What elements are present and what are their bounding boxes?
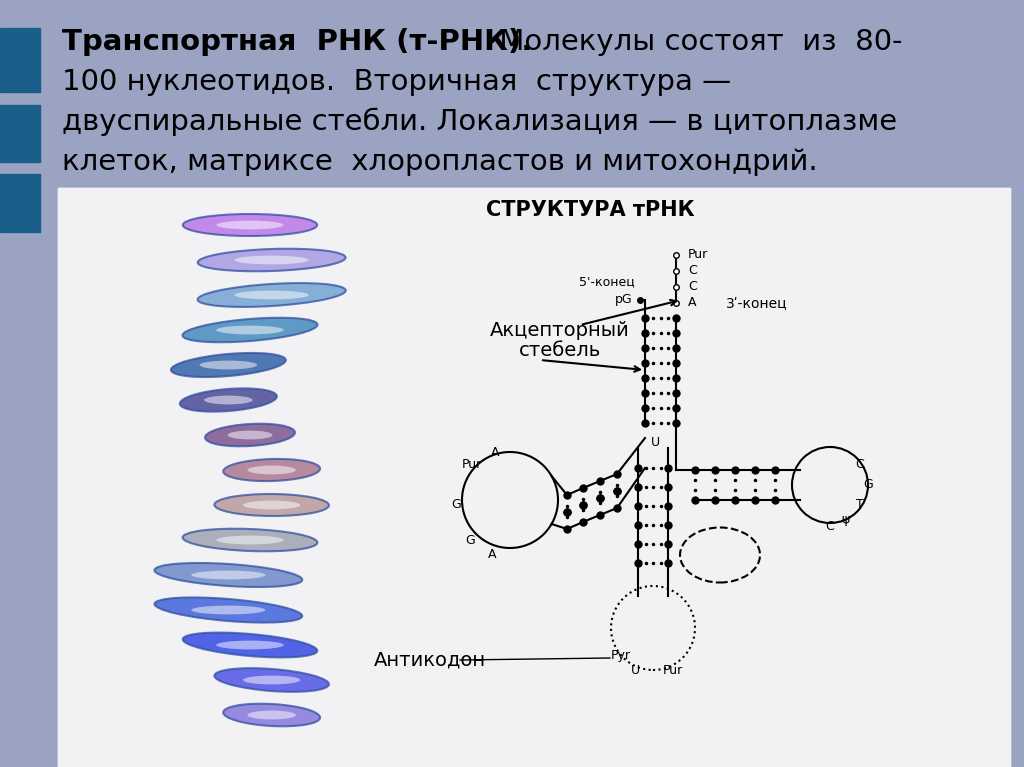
Text: двуспиральные стебли. Локализация — в цитоплазме: двуспиральные стебли. Локализация — в ци…: [62, 108, 897, 137]
Text: T: T: [856, 499, 864, 512]
Ellipse shape: [234, 291, 309, 299]
Text: C: C: [688, 281, 696, 294]
Bar: [58, 188, 1010, 767]
Text: ψ: ψ: [841, 513, 849, 526]
Text: 5'-конец: 5'-конец: [580, 275, 635, 288]
Ellipse shape: [200, 360, 257, 370]
Ellipse shape: [182, 528, 317, 551]
Ellipse shape: [182, 633, 317, 657]
Text: G: G: [465, 534, 475, 547]
Ellipse shape: [216, 640, 284, 650]
Text: U: U: [650, 436, 659, 449]
Ellipse shape: [198, 283, 346, 307]
Text: G': G': [452, 499, 465, 512]
Text: СТРУКТУРА тРНК: СТРУКТУРА тРНК: [485, 200, 694, 220]
Text: Антикодон: Антикодон: [374, 650, 486, 670]
Ellipse shape: [198, 249, 345, 272]
Text: C: C: [825, 521, 835, 534]
Ellipse shape: [248, 710, 296, 719]
Text: G: G: [863, 479, 872, 492]
Ellipse shape: [205, 423, 295, 446]
Ellipse shape: [155, 597, 302, 623]
Ellipse shape: [214, 668, 329, 692]
Ellipse shape: [223, 703, 321, 726]
Text: 100 нуклеотидов.  Вторичная  структура —: 100 нуклеотидов. Вторичная структура —: [62, 68, 731, 96]
Bar: [0, 28, 40, 92]
Text: U: U: [631, 663, 640, 676]
Text: C: C: [856, 459, 864, 472]
Ellipse shape: [248, 466, 296, 475]
Text: Pur: Pur: [462, 459, 482, 472]
Ellipse shape: [183, 214, 317, 236]
Text: Pyr: Pyr: [611, 650, 631, 663]
Ellipse shape: [216, 326, 284, 334]
Ellipse shape: [227, 430, 272, 439]
Text: A: A: [487, 548, 497, 561]
Text: A: A: [688, 297, 696, 310]
Text: клеток, матриксе  хлоропластов и митохондрий.: клеток, матриксе хлоропластов и митохонд…: [62, 148, 817, 176]
Bar: [58, 188, 1010, 767]
Bar: [0, 105, 40, 162]
Text: Pur: Pur: [663, 663, 683, 676]
Ellipse shape: [180, 388, 276, 412]
Ellipse shape: [214, 494, 329, 516]
Ellipse shape: [216, 221, 284, 229]
Ellipse shape: [171, 353, 286, 377]
Ellipse shape: [243, 501, 300, 509]
Text: Молекулы состоят  из  80-: Молекулы состоят из 80-: [490, 28, 902, 56]
Bar: [0, 174, 40, 232]
Text: C: C: [688, 265, 696, 278]
Text: стебель: стебель: [519, 341, 601, 360]
Text: Акцепторный: Акцепторный: [490, 321, 630, 340]
Text: A: A: [490, 446, 500, 459]
Ellipse shape: [223, 459, 321, 481]
Ellipse shape: [182, 318, 317, 342]
Ellipse shape: [243, 676, 300, 684]
Ellipse shape: [191, 606, 265, 614]
Text: Транспортная  РНК (т-РНК).: Транспортная РНК (т-РНК).: [62, 28, 532, 56]
Ellipse shape: [216, 535, 284, 545]
Ellipse shape: [155, 563, 302, 587]
Text: 3ʹ-конец: 3ʹ-конец: [726, 296, 787, 310]
Text: pG: pG: [614, 294, 632, 307]
Text: Pur: Pur: [688, 249, 709, 262]
Ellipse shape: [234, 255, 308, 265]
Ellipse shape: [204, 396, 253, 404]
Ellipse shape: [191, 571, 265, 579]
